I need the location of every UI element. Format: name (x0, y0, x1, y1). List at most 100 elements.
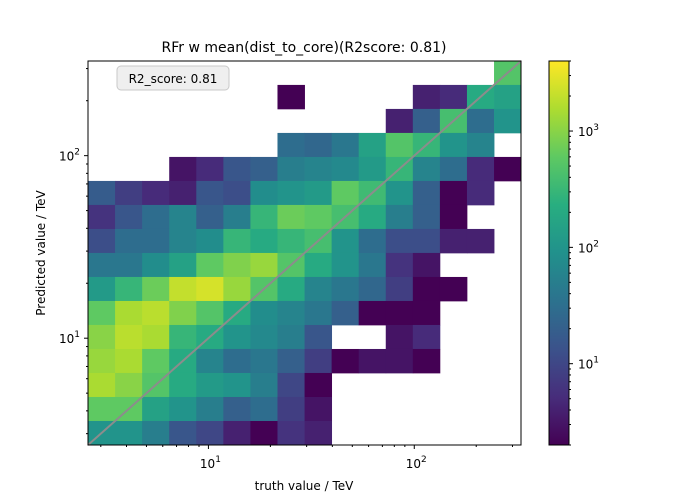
heatmap-cell (169, 252, 197, 278)
heatmap-cell (250, 348, 278, 374)
heatmap-cell (169, 204, 197, 230)
heatmap-cell (88, 396, 116, 422)
heatmap-cell (304, 132, 333, 158)
colorbar-tick-label: 103 (578, 123, 599, 139)
heatmap-cell (358, 276, 387, 302)
heatmap-cell (142, 300, 170, 326)
heatmap-cell (142, 252, 170, 278)
heatmap-cell (412, 156, 441, 182)
x-axis-label: truth value / TeV (255, 479, 354, 493)
heatmap-cell (277, 132, 305, 158)
heatmap-cell (115, 180, 143, 206)
heatmap-cell (142, 180, 170, 206)
heatmap-cell (331, 156, 360, 182)
heatmap-cell (223, 156, 251, 182)
heatmap-cell (331, 132, 360, 158)
heatmap-cell (169, 228, 197, 254)
heatmap-cell (223, 228, 251, 254)
heatmap-cell (223, 324, 251, 350)
heatmap-cell (169, 396, 197, 422)
heatmap-cell (304, 156, 333, 182)
heatmap-cell (88, 372, 116, 398)
x-tick-label: 101 (200, 455, 221, 471)
heatmap-cell (250, 180, 278, 206)
heatmap-cell (304, 324, 333, 350)
heatmap-cell (277, 180, 305, 206)
heatmap-cell (304, 252, 333, 278)
colorbar-ticks: 101 102 103 (569, 60, 599, 446)
heatmap-cell (88, 228, 116, 254)
heatmap-cell (115, 324, 143, 350)
heatmap-cell (277, 300, 305, 326)
heatmap-cell (412, 108, 441, 134)
heatmap-cell (277, 156, 305, 182)
heatmap-cell (466, 180, 495, 206)
heatmap-cell (142, 324, 170, 350)
y-axis-ticks: 101 102 (59, 68, 88, 435)
heatmap-cell (115, 228, 143, 254)
heatmap-cell (494, 84, 522, 110)
heatmap-cell (115, 372, 143, 398)
heatmap-cell (250, 156, 278, 182)
heatmap-cell (277, 204, 305, 230)
heatmap-cell (142, 348, 170, 374)
heatmap-cell (466, 132, 495, 158)
heatmap-cell (412, 228, 441, 254)
colorbar-tick-label: 101 (578, 356, 599, 372)
heatmap-cell (439, 180, 468, 206)
heatmap-cell (169, 324, 197, 350)
annotation-box: R2_score: 0.81 (116, 65, 230, 91)
heatmap-cell (358, 132, 387, 158)
heatmap-cell (277, 84, 305, 110)
heatmap-cell (88, 348, 116, 374)
heatmap-cell (358, 252, 387, 278)
heatmap-cell (466, 156, 495, 182)
x-axis-ticks: 101 102 (100, 445, 513, 471)
heatmap-cell (88, 300, 116, 326)
heatmap-cell (466, 228, 495, 254)
heatmap-cell (169, 180, 197, 206)
heatmap-cell (196, 372, 224, 398)
heatmap-cell (169, 276, 197, 302)
heatmap-cell (223, 420, 251, 446)
heatmap-cell (412, 180, 441, 206)
heatmap-cell (142, 204, 170, 230)
heatmap-cell (358, 156, 387, 182)
heatmap-cell (331, 252, 360, 278)
heatmap-cell (358, 204, 387, 230)
heatmap-cell (412, 276, 441, 302)
heatmap-cell (412, 204, 441, 230)
heatmap-cell (277, 324, 305, 350)
heatmap-cell (250, 228, 278, 254)
heatmap-cell (277, 276, 305, 302)
heatmap-cell (277, 228, 305, 254)
heatmap-cell (466, 108, 495, 134)
heatmap-cell (385, 348, 414, 374)
chart-title: RFr w mean(dist_to_core)(R2score: 0.81) (162, 40, 447, 56)
heatmap-cell (223, 180, 251, 206)
heatmap-cell (331, 228, 360, 254)
heatmap-cell (142, 228, 170, 254)
heatmap-cell (277, 396, 305, 422)
heatmap-cell (439, 204, 468, 230)
heatmap-cell (412, 84, 441, 110)
heatmap-cell (494, 156, 522, 182)
colorbar-tick-label: 102 (578, 239, 599, 255)
heatmap-cell (331, 348, 360, 374)
heatmap-cell (494, 108, 522, 134)
heatmap-cell (88, 324, 116, 350)
colorbar (548, 60, 570, 446)
heatmap-cell (250, 420, 278, 446)
y-tick-label: 101 (59, 330, 80, 346)
heatmap-cells (88, 60, 522, 446)
heatmap-cell (169, 372, 197, 398)
heatmap-cell (304, 300, 333, 326)
heatmap-cell (169, 156, 197, 182)
heatmap-cell (196, 156, 224, 182)
heatmap-cell (439, 276, 468, 302)
heatmap-cell (142, 276, 170, 302)
heatmap-cell (250, 396, 278, 422)
heatmap-cell (277, 372, 305, 398)
heatmap-cell (304, 420, 333, 446)
heatmap-cell (358, 300, 387, 326)
